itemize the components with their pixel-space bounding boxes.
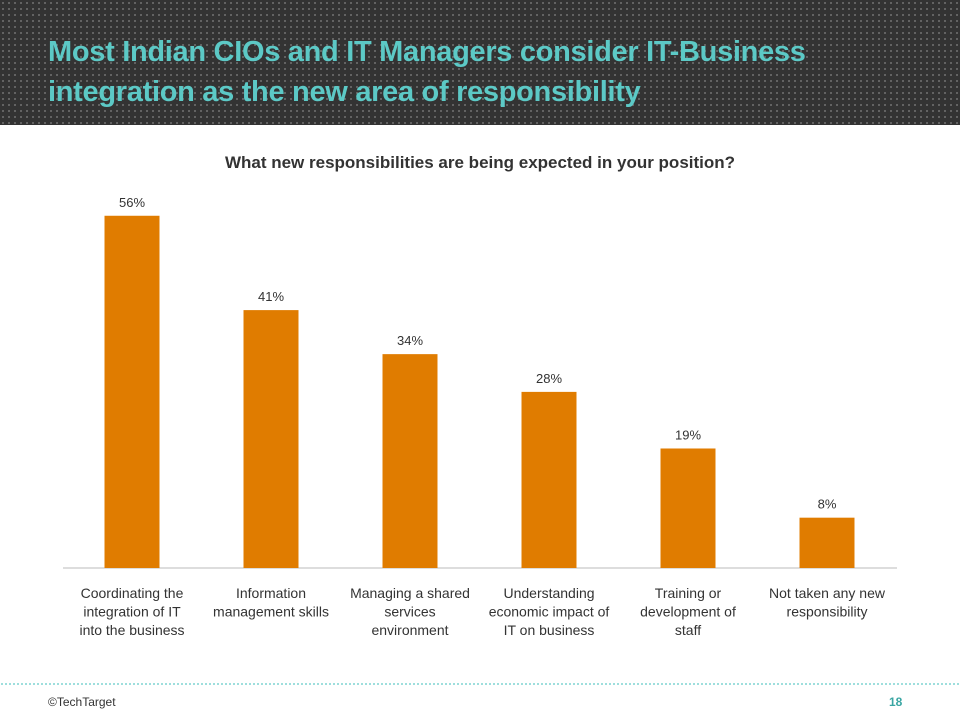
data-label: 8% bbox=[818, 497, 837, 512]
data-label: 19% bbox=[675, 427, 701, 442]
category-label: Not taken any new responsibility bbox=[769, 585, 886, 620]
data-label: 28% bbox=[536, 371, 562, 386]
chart-title: What new responsibilities are being expe… bbox=[225, 153, 735, 172]
page-number: 18 bbox=[889, 695, 903, 709]
category-label: Information management skills bbox=[213, 585, 329, 620]
header-banner: Most Indian CIOs and IT Managers conside… bbox=[0, 0, 960, 125]
bar bbox=[243, 310, 299, 568]
bar bbox=[104, 215, 160, 568]
data-label: 56% bbox=[119, 195, 145, 210]
copyright: ©TechTarget bbox=[48, 695, 116, 709]
bar bbox=[799, 517, 855, 568]
slide-title: Most Indian CIOs and IT Managers conside… bbox=[48, 36, 806, 108]
data-label: 34% bbox=[397, 333, 423, 348]
category-label: Coordinating the integration of IT into th… bbox=[79, 585, 184, 638]
category-label: Understanding economic impact of IT on bus… bbox=[489, 585, 610, 638]
footer-divider bbox=[0, 683, 960, 685]
category-label: Training or development of staff bbox=[640, 585, 736, 638]
bar bbox=[521, 391, 577, 568]
bar bbox=[382, 354, 438, 568]
bar-chart: What new responsibilities are being expe… bbox=[63, 153, 897, 638]
bar bbox=[660, 448, 716, 568]
data-label: 41% bbox=[258, 289, 284, 304]
category-label: Managing a shared services environment bbox=[350, 585, 470, 638]
